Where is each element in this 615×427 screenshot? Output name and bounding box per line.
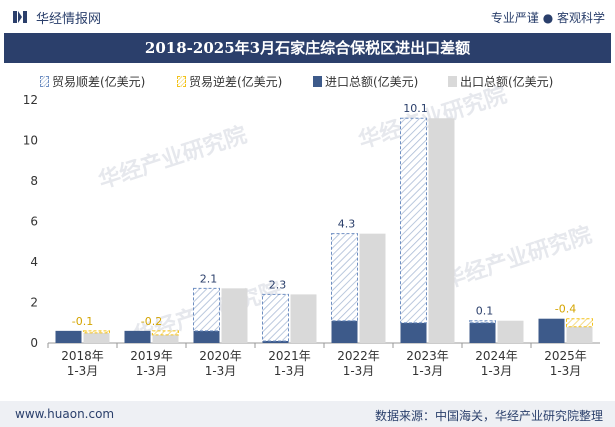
legend-label-deficit: 贸易逆差(亿美元) xyxy=(189,75,283,89)
deficit-bar xyxy=(566,318,593,328)
x-tick-label: 2020年 xyxy=(199,349,242,363)
deficit-bar xyxy=(152,330,179,336)
export-bar xyxy=(566,326,593,343)
import-bar xyxy=(124,330,151,343)
y-tick-label: 8 xyxy=(30,174,38,188)
footer-url[interactable]: www.huaon.com xyxy=(15,407,115,421)
x-tick-label: 1-3月 xyxy=(205,364,237,378)
export-bar xyxy=(152,334,179,343)
y-tick-label: 2 xyxy=(30,296,38,310)
y-tick-label: 10 xyxy=(23,134,38,148)
deficit-label: -0.1 xyxy=(72,315,93,328)
deficit-bar xyxy=(83,330,110,334)
import-bar xyxy=(469,322,496,343)
x-tick-label: 2023年 xyxy=(406,349,449,363)
surplus-label: 0.1 xyxy=(476,305,494,318)
export-bar xyxy=(497,320,524,343)
import-bar xyxy=(55,330,82,343)
export-bar xyxy=(83,332,110,343)
top-bar: 华经情报网 专业严谨 ● 客观科学 xyxy=(0,0,615,34)
x-tick-label: 1-3月 xyxy=(412,364,444,378)
legend-swatch-surplus xyxy=(40,76,49,87)
x-tick-label: 2019年 xyxy=(130,349,173,363)
y-tick-label: 0 xyxy=(30,336,38,350)
footer-source: 数据来源：中国海关，华经产业研究院整理 xyxy=(374,409,603,423)
y-tick-label: 12 xyxy=(23,93,38,107)
surplus-bar xyxy=(193,287,220,332)
bars xyxy=(55,117,593,343)
chart-title: 2018-2025年3月石家庄综合保税区进出口差额 xyxy=(4,33,611,63)
surplus-label: 2.3 xyxy=(269,278,287,291)
legend-swatch-deficit xyxy=(177,76,186,87)
import-bar xyxy=(400,322,427,343)
legend-label-export: 出口总额(亿美元) xyxy=(460,75,554,89)
surplus-bar xyxy=(262,293,289,342)
brand-tagline: 专业严谨 ● 客观科学 xyxy=(490,11,605,25)
x-tick-label: 2018年 xyxy=(61,349,104,363)
x-tick-label: 1-3月 xyxy=(550,364,582,378)
deficit-label: -0.4 xyxy=(555,303,576,316)
export-bar xyxy=(359,233,386,343)
x-tick-label: 2021年 xyxy=(268,349,311,363)
brand-name: 华经情报网 xyxy=(36,12,102,27)
surplus-label: 2.1 xyxy=(200,272,218,285)
brand-logo-icon xyxy=(13,11,27,23)
surplus-bar xyxy=(400,117,427,324)
x-tick-label: 1-3月 xyxy=(136,364,168,378)
surplus-label: 10.1 xyxy=(403,102,428,115)
y-tick-label: 4 xyxy=(30,255,38,269)
export-bar xyxy=(290,294,317,343)
y-tick-label: 6 xyxy=(30,215,38,229)
surplus-label: 4.3 xyxy=(338,218,356,231)
import-bar xyxy=(193,330,220,343)
x-tick-label: 2024年 xyxy=(475,349,518,363)
x-tick-label: 1-3月 xyxy=(274,364,306,378)
x-tick-label: 1-3月 xyxy=(67,364,99,378)
x-tick-label: 1-3月 xyxy=(481,364,513,378)
legend-label-import: 进口总额(亿美元) xyxy=(325,75,419,89)
surplus-bar xyxy=(331,233,358,322)
x-tick-label: 1-3月 xyxy=(343,364,375,378)
import-bar xyxy=(331,320,358,343)
legend-swatch-export xyxy=(448,76,457,87)
legend-swatch-import xyxy=(313,76,322,87)
footer: www.huaon.com 数据来源：中国海关，华经产业研究院整理 xyxy=(0,401,615,427)
x-tick-label: 2022年 xyxy=(337,349,380,363)
export-bar xyxy=(428,118,455,343)
axes: 0246810122018年1-3月2019年1-3月2020年1-3月2021… xyxy=(23,93,600,378)
legend-label-surplus: 贸易顺差(亿美元) xyxy=(52,75,146,89)
export-bar xyxy=(221,288,248,343)
x-tick-label: 2025年 xyxy=(544,349,587,363)
import-bar xyxy=(262,340,289,343)
deficit-label: -0.2 xyxy=(141,315,162,328)
surplus-bar xyxy=(469,320,496,324)
import-bar xyxy=(538,318,565,343)
data-labels: -0.1 -0.2 2.1 2.3 4.3 10.1 0.1 -0.4 xyxy=(72,102,576,328)
